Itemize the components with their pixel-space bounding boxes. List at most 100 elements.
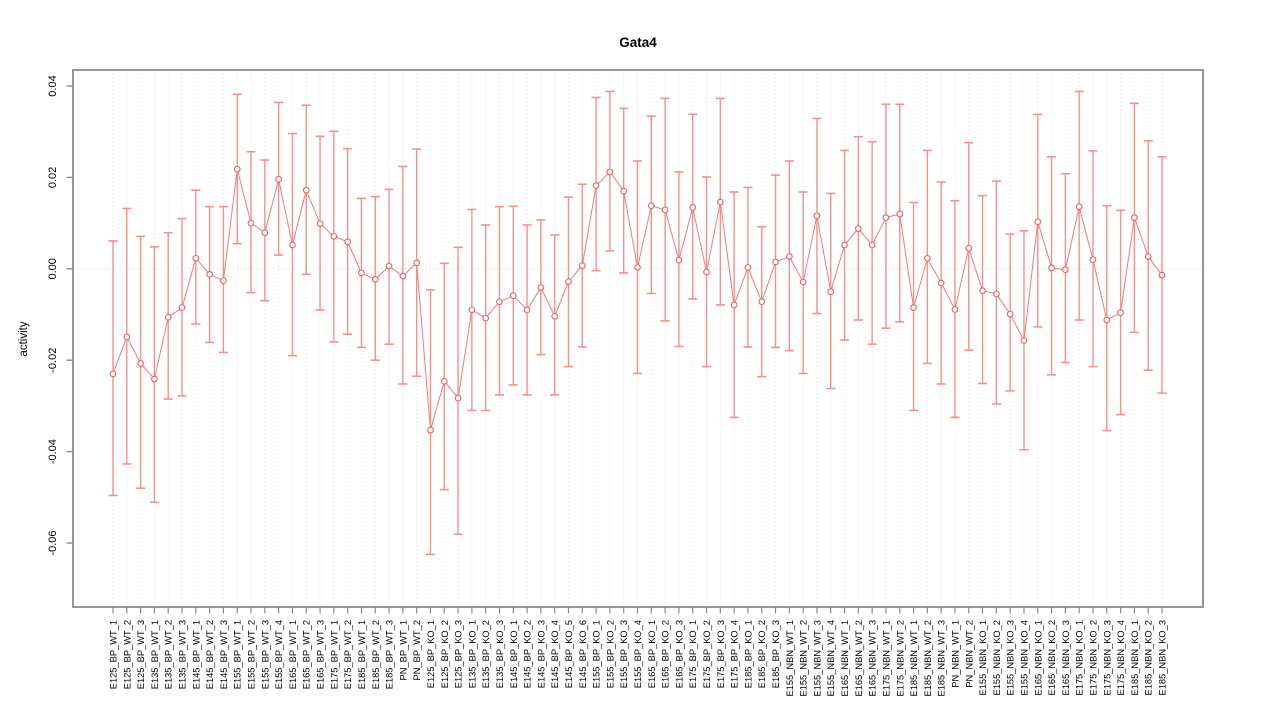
x-axis-label: E185_BP_WT_3 <box>385 620 395 689</box>
data-point <box>979 287 986 295</box>
data-point <box>578 262 586 269</box>
data-point <box>758 298 766 306</box>
x-axis-label: E155_NBN_KO_3 <box>1006 620 1016 695</box>
x-axis-label: E145_BP_WT_3 <box>219 620 229 689</box>
x-axis-label: E165_BP_KO_1 <box>647 620 657 688</box>
x-axis-label: E155_BP_KO_1 <box>592 620 602 688</box>
data-point <box>675 256 683 264</box>
data-point <box>316 220 324 227</box>
y-tick-label: 0.00 <box>47 258 59 279</box>
x-axis-label: E155_NBN_WT_2 <box>799 620 809 696</box>
x-axis-label: E155_NBN_WT_1 <box>785 620 795 696</box>
data-point <box>468 306 476 314</box>
data-point <box>620 187 628 195</box>
x-axis-label: E145_BP_KO_3 <box>536 620 546 688</box>
data-point <box>813 212 821 220</box>
x-axis-label: E155_BP_WT_3 <box>260 620 270 689</box>
data-point <box>358 269 365 277</box>
x-axis-label: E165_NBN_KO_2 <box>1047 620 1057 695</box>
x-axis-label: E135_BP_KO_1 <box>467 620 477 688</box>
x-axis-label: E145_BP_KO_5 <box>564 620 574 688</box>
x-axis-label: E145_BP_KO_4 <box>550 620 560 688</box>
x-axis-label: E185_NBN_KO_3 <box>1158 620 1168 695</box>
data-layer <box>108 90 1167 556</box>
x-axis-label: E145_BP_KO_2 <box>523 620 533 688</box>
data-point <box>109 370 117 378</box>
data-point <box>1062 266 1069 274</box>
data-point <box>454 394 462 402</box>
x-axis-label: E135_BP_WT_1 <box>150 620 160 689</box>
y-tick-label: -0.04 <box>47 439 59 464</box>
x-axis-label: E155_BP_KO_3 <box>619 620 629 688</box>
x-axis-label: E155_BP_WT_1 <box>233 620 243 689</box>
x-axis-label: E145_BP_KO_1 <box>509 620 519 688</box>
x-axis-label: E185_BP_WT_1 <box>357 620 367 689</box>
y-tick-label: -0.02 <box>47 348 59 373</box>
x-axis-label: E165_BP_WT_1 <box>288 620 298 689</box>
data-point <box>1075 203 1083 210</box>
data-point <box>896 210 904 218</box>
x-axis-label: E135_BP_WT_2 <box>164 620 174 689</box>
x-axis-label: E155_NBN_KO_2 <box>992 620 1002 695</box>
x-axis-label: E165_BP_KO_2 <box>661 620 671 688</box>
x-axis-label: E175_BP_WT_1 <box>329 620 339 689</box>
data-point <box>1034 218 1042 226</box>
x-axis-label: PN_NBN_WT_2 <box>964 620 974 688</box>
x-axis-label: E155_BP_WT_4 <box>274 620 284 689</box>
data-point <box>634 264 641 271</box>
data-point <box>233 165 241 173</box>
x-axis-label: E175_BP_KO_3 <box>716 620 726 688</box>
data-point <box>482 314 490 322</box>
x-axis-label: E125_BP_WT_3 <box>136 620 146 689</box>
data-point <box>606 168 614 176</box>
x-axis-label: E175_BP_KO_2 <box>702 620 712 688</box>
data-point <box>496 298 503 306</box>
data-point <box>924 254 931 262</box>
data-point <box>647 202 655 210</box>
x-axis-label: E125_BP_KO_1 <box>426 620 436 688</box>
x-axis-label: E155_NBN_KO_1 <box>978 620 988 695</box>
data-point <box>206 270 213 278</box>
x-axis-label: E175_NBN_KO_4 <box>1116 620 1126 695</box>
x-axis-label: E175_BP_KO_4 <box>730 620 740 688</box>
data-point <box>785 253 793 260</box>
data-point <box>951 306 959 313</box>
y-tick-label: 0.02 <box>47 167 59 188</box>
data-point <box>151 375 158 383</box>
x-axis-label: E175_NBN_WT_2 <box>895 620 905 696</box>
data-point <box>744 264 752 271</box>
x-axis-label: E165_NBN_WT_2 <box>854 620 864 696</box>
y-axis-title: activity <box>18 321 30 356</box>
data-point <box>509 292 517 300</box>
data-point <box>344 238 351 246</box>
chart-title: Gata4 <box>619 35 657 50</box>
data-point <box>1089 256 1097 264</box>
x-axis-label: E165_NBN_WT_1 <box>840 620 850 696</box>
data-point <box>330 233 338 240</box>
x-axis-label: E155_BP_WT_2 <box>247 620 257 689</box>
data-point <box>523 306 531 314</box>
x-axis-label: E155_BP_KO_4 <box>633 620 643 688</box>
data-point <box>1117 309 1124 317</box>
x-axis-label: E155_NBN_KO_4 <box>1019 620 1029 695</box>
data-point <box>965 244 973 252</box>
data-point <box>841 241 848 249</box>
data-point <box>703 268 710 276</box>
x-axis-label: E165_BP_KO_3 <box>674 620 684 688</box>
data-point <box>178 304 186 312</box>
data-point <box>385 262 393 270</box>
data-point <box>592 182 600 189</box>
y-tick-label: 0.04 <box>47 75 59 96</box>
data-point <box>289 241 296 249</box>
x-axis-label: E165_NBN_KO_3 <box>1061 620 1071 695</box>
x-axis-label: E175_BP_WT_2 <box>343 620 353 689</box>
x-axis-label: E185_BP_WT_2 <box>371 620 381 689</box>
x-axis-label: E135_BP_KO_3 <box>495 620 505 688</box>
x-axis-label: E155_BP_KO_2 <box>605 620 615 688</box>
data-point <box>1048 264 1055 272</box>
data-point <box>661 206 669 214</box>
x-axis-label: E175_NBN_KO_3 <box>1102 620 1112 695</box>
x-axis-label: E125_BP_KO_3 <box>454 620 464 688</box>
data-point <box>1131 214 1138 221</box>
